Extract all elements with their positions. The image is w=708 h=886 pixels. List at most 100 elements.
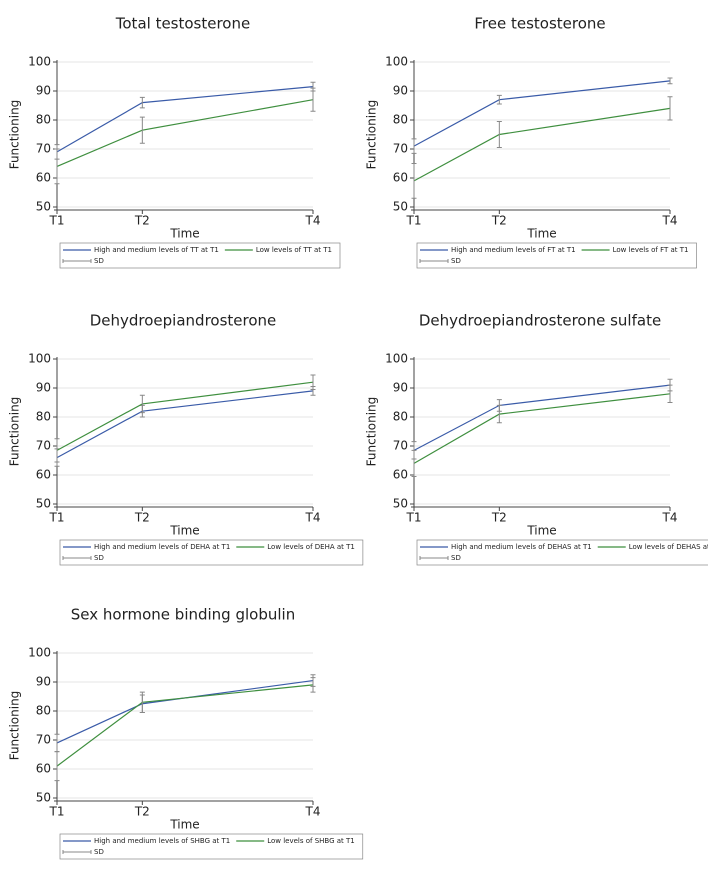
legend-label: High and medium levels of SHBG at T1 (94, 837, 230, 845)
y-tick-label: 70 (36, 142, 51, 156)
chart-title: Total testosterone (115, 15, 250, 33)
x-tick-label: T4 (305, 805, 321, 819)
y-tick-label: 50 (393, 497, 408, 511)
legend-swatch (62, 850, 92, 854)
series-line (56, 86, 314, 153)
series-line (56, 390, 314, 459)
legend-box (59, 242, 341, 269)
legend-label: High and medium levels of TT at T1 (94, 246, 219, 254)
y-tick-label: 100 (28, 55, 51, 69)
error-bar (411, 138, 417, 154)
x-tick-label: T2 (134, 214, 150, 228)
chart-title: Dehydroepiandrosterone (90, 312, 277, 330)
error-bar (667, 77, 673, 85)
x-tick-label: T4 (662, 214, 678, 228)
error-bar (54, 733, 60, 753)
y-axis-label: Functioning (365, 397, 379, 467)
series-line (56, 99, 314, 167)
x-tick-label: T2 (491, 214, 507, 228)
x-axis-label: Time (169, 524, 199, 538)
legend-label: SD (451, 554, 461, 562)
y-tick-label: 90 (36, 381, 51, 395)
error-bar (310, 374, 316, 390)
legend-label: SD (94, 257, 104, 265)
legend-box (59, 833, 364, 860)
error-bar (496, 94, 502, 105)
y-tick-label: 100 (385, 55, 408, 69)
legend-label: High and medium levels of FT at T1 (451, 246, 576, 254)
legend-label: High and medium levels of DEHAS at T1 (451, 543, 592, 551)
y-tick-label: 90 (393, 84, 408, 98)
x-tick-label: T2 (491, 511, 507, 525)
y-tick-label: 60 (36, 171, 51, 185)
error-bar (411, 449, 417, 477)
x-tick-label: T1 (49, 511, 65, 525)
y-tick-label: 80 (393, 410, 408, 424)
x-axis-label: Time (169, 227, 199, 241)
series-line (56, 679, 314, 744)
error-bar (139, 96, 145, 109)
x-tick-label: T2 (134, 805, 150, 819)
y-axis-label: Functioning (8, 691, 22, 761)
y-tick-label: 80 (36, 410, 51, 424)
series-line (56, 381, 314, 451)
error-bar (54, 438, 60, 463)
legend-swatch (62, 556, 92, 560)
error-bar (667, 384, 673, 403)
x-axis-label: Time (526, 227, 556, 241)
legend-label: Low levels of TT at T1 (256, 246, 332, 254)
error-bar (496, 404, 502, 424)
y-tick-label: 90 (36, 675, 51, 689)
legend-box (416, 539, 708, 566)
legend-label: SD (94, 848, 104, 856)
legend-swatch (62, 259, 92, 263)
error-bar (139, 394, 145, 414)
legend-box (416, 242, 697, 269)
series-line (413, 107, 671, 182)
legend-label: Low levels of FT at T1 (613, 246, 689, 254)
error-bar (139, 691, 145, 713)
error-bar (667, 96, 673, 121)
y-tick-label: 70 (393, 439, 408, 453)
x-tick-label: T1 (406, 214, 422, 228)
y-tick-label: 100 (385, 352, 408, 366)
y-tick-label: 60 (393, 468, 408, 482)
legend-box (59, 539, 364, 566)
x-tick-label: T4 (305, 214, 321, 228)
y-tick-label: 60 (393, 171, 408, 185)
x-tick-label: T1 (49, 805, 65, 819)
x-tick-label: T1 (406, 511, 422, 525)
y-tick-label: 100 (28, 352, 51, 366)
x-axis-label: Time (169, 818, 199, 832)
y-tick-label: 100 (28, 646, 51, 660)
y-tick-label: 70 (393, 142, 408, 156)
error-bar (54, 751, 60, 782)
y-axis-label: Functioning (365, 100, 379, 170)
chart-title: Sex hormone binding globulin (71, 606, 295, 624)
y-tick-label: 90 (393, 381, 408, 395)
x-tick-label: T4 (662, 511, 678, 525)
y-tick-label: 90 (36, 84, 51, 98)
y-axis-label: Functioning (8, 397, 22, 467)
y-tick-label: 80 (36, 113, 51, 127)
y-tick-label: 50 (36, 791, 51, 805)
y-tick-label: 70 (36, 439, 51, 453)
error-bar (310, 87, 316, 112)
chart-title: Free testosterone (474, 15, 605, 33)
legend-swatch (419, 259, 449, 263)
legend-label: Low levels of SHBG at T1 (267, 837, 355, 845)
legend-label: SD (94, 554, 104, 562)
x-tick-label: T4 (305, 511, 321, 525)
legend-label: High and medium levels of DEHA at T1 (94, 543, 230, 551)
error-bar (54, 148, 60, 185)
x-tick-label: T2 (134, 511, 150, 525)
y-axis-label: Functioning (8, 100, 22, 170)
y-tick-label: 50 (36, 200, 51, 214)
legend-label: Low levels of DEHAS at T1 (629, 543, 708, 551)
error-bar (411, 163, 417, 199)
y-tick-label: 80 (393, 113, 408, 127)
y-tick-label: 50 (36, 497, 51, 511)
error-bar (310, 677, 316, 693)
legend-label: Low levels of DEHA at T1 (267, 543, 355, 551)
